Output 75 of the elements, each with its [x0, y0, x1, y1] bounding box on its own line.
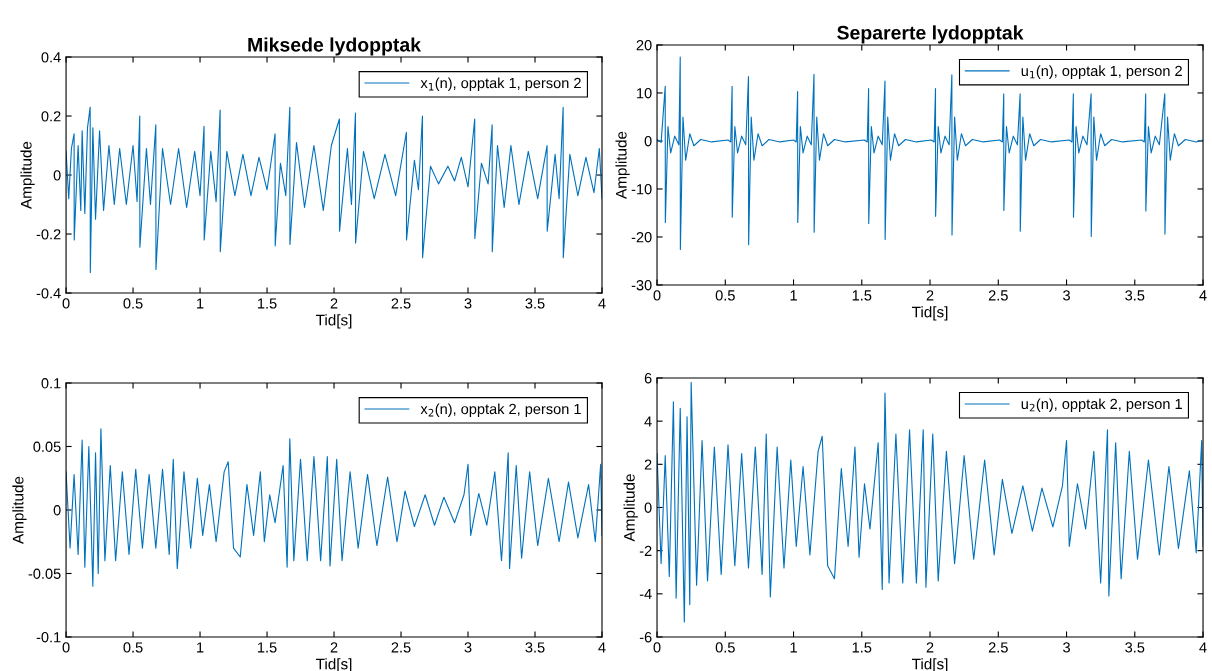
x-tick-label: 3: [464, 642, 472, 653]
x-tick-label: 4: [1199, 642, 1207, 653]
y-tick-label: -2: [639, 545, 652, 556]
x-tick-label: 1: [197, 642, 204, 653]
y-tick-label: -6: [639, 632, 652, 643]
x-tick-label: 3.5: [525, 642, 545, 653]
legend-label: u$_{1}$(n), opptak 1, person 2: [1021, 65, 1182, 79]
x-tick-label: 3.5: [1125, 290, 1145, 301]
x-tick-label: 4: [598, 642, 606, 653]
x-tick-label: 3: [464, 298, 472, 309]
y-tick-label: 0: [644, 136, 652, 147]
y-tick-label: 0.1: [41, 378, 61, 389]
y-tick-label: 0.05: [33, 441, 61, 452]
x-axis-title: Tid[s]: [315, 314, 352, 329]
line-series: [66, 106, 602, 273]
x-tick-label: 1.5: [258, 298, 277, 309]
chart-title: Separerte lydopptak: [837, 25, 1024, 44]
x-tick-label: 1: [790, 642, 797, 653]
x-tick-label: 2.5: [391, 642, 411, 653]
line-series: [66, 428, 602, 587]
y-tick-label: 0.2: [41, 111, 61, 122]
y-tick-label: -4: [639, 589, 652, 600]
legend-label: x$_{1}$(n), opptak 1, person 2: [420, 77, 581, 92]
x-tick-label: 1: [790, 290, 797, 301]
line-series: [657, 56, 1204, 251]
y-tick-label: -30: [631, 280, 652, 291]
x-tick-label: 0: [653, 642, 661, 653]
x-tick-label: 2.5: [988, 290, 1008, 301]
x-tick-label: 3.5: [1125, 642, 1145, 653]
y-tick-label: -0.2: [36, 229, 61, 240]
chart-title: Miksede lydopptak: [248, 37, 422, 56]
y-tick-label: 20: [636, 40, 652, 51]
x-tick-label: 2: [926, 642, 934, 653]
y-tick-label: -0.4: [36, 288, 61, 299]
x-tick-label: 4: [1199, 290, 1207, 301]
x-tick-label: 0: [62, 642, 70, 653]
x-tick-label: 0.5: [123, 298, 143, 309]
x-tick-label: 2.5: [988, 642, 1008, 653]
x-axis-title: Tid[s]: [911, 306, 948, 321]
y-tick-label: 2: [644, 459, 652, 470]
y-tick-label: 0: [53, 505, 61, 516]
x-tick-label: 0.5: [123, 642, 143, 653]
x-tick-label: 0: [653, 290, 661, 301]
line-series: [657, 381, 1204, 623]
legend-label: u$_{2}$(n), opptak 2, person 1: [1021, 398, 1182, 412]
y-tick-label: -0.1: [36, 632, 61, 643]
x-tick-label: 0.5: [715, 642, 735, 653]
y-tick-label: -10: [631, 184, 652, 195]
x-tick-label: 4: [598, 298, 606, 309]
x-tick-label: 1.5: [852, 642, 872, 653]
x-tick-label: 1.5: [258, 642, 277, 653]
x-tick-label: 3: [1063, 642, 1070, 653]
y-tick-label: 0: [53, 170, 61, 181]
y-tick-label: 6: [644, 373, 652, 384]
x-tick-label: 0.5: [715, 290, 735, 301]
y-axis-title: Amplitude: [615, 131, 630, 199]
x-tick-label: 2: [330, 642, 338, 653]
y-tick-label: -0.05: [28, 568, 61, 579]
y-tick-label: 4: [644, 416, 652, 427]
x-tick-label: 2: [330, 298, 338, 309]
y-tick-label: 0: [644, 502, 652, 513]
x-tick-label: 3.5: [525, 298, 545, 309]
x-tick-label: 0: [62, 298, 70, 309]
y-axis-title: Amplitude: [20, 141, 35, 209]
y-tick-label: -20: [631, 232, 652, 243]
legend-label: x$_{2}$(n), opptak 2, person 1: [420, 403, 581, 418]
x-tick-label: 3: [1063, 290, 1070, 301]
x-tick-label: 1: [197, 298, 204, 309]
y-tick-label: 0.4: [41, 52, 61, 63]
x-tick-label: 1.5: [852, 290, 872, 301]
x-tick-label: 2: [926, 290, 934, 301]
y-tick-label: 10: [637, 88, 652, 99]
x-tick-label: 2.5: [391, 298, 411, 309]
y-axis-title: Amplitude: [12, 476, 27, 544]
y-axis-title: Amplitude: [623, 474, 638, 542]
